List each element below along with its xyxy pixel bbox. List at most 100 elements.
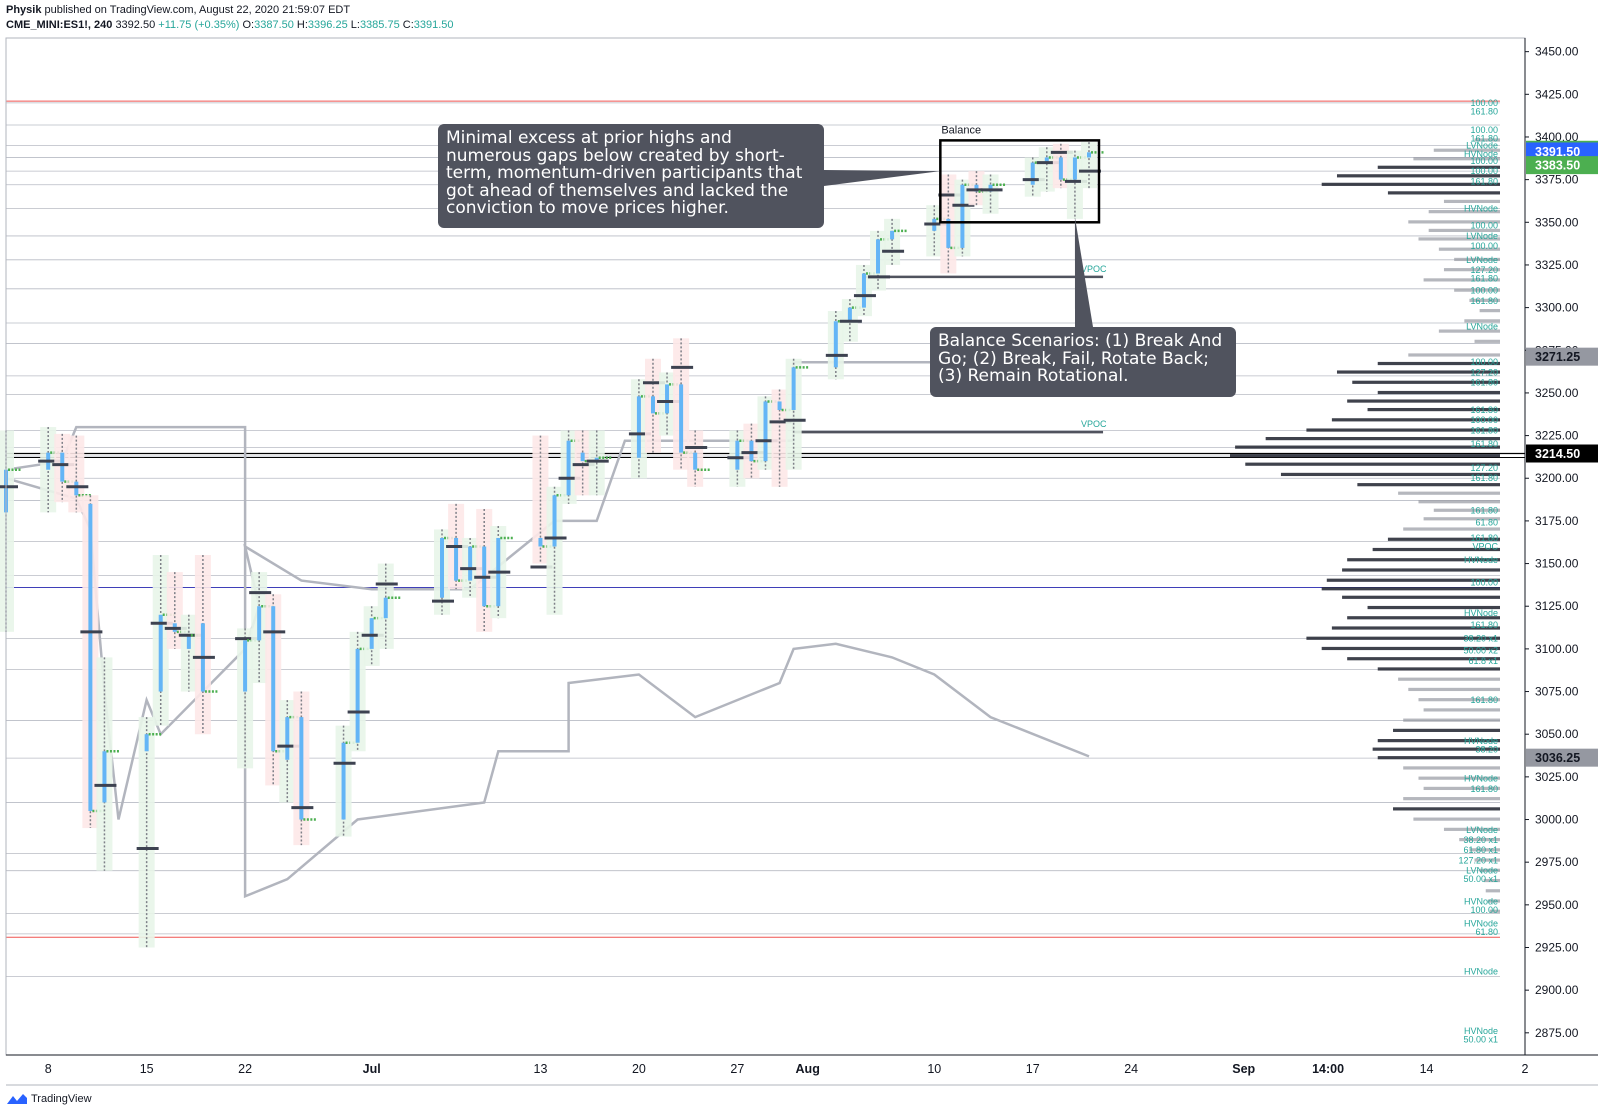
volume-profile-row — [1326, 578, 1500, 582]
session-value-area — [861, 273, 866, 308]
session-bar — [685, 430, 712, 487]
callout-gaps[interactable]: Minimal excess at prior highs and numero… — [438, 124, 824, 228]
session-bar — [1078, 142, 1105, 189]
session-value-area — [974, 184, 979, 192]
y-tick-label: 3450.00 — [1535, 45, 1579, 59]
volume-profile-row — [1413, 817, 1500, 821]
profile-label: 161.80 — [1470, 425, 1498, 435]
volume-profile-row — [1433, 148, 1500, 152]
profile-label: 61.80 — [1475, 927, 1498, 937]
x-tick-label: Aug — [796, 1062, 820, 1076]
volume-profile-row — [1479, 868, 1500, 872]
profile-label: 127.20 — [1470, 265, 1498, 275]
session-value-area — [847, 307, 852, 322]
volume-profile-row — [1393, 807, 1500, 811]
session-value-area — [791, 367, 796, 410]
volume-profile-row — [1336, 174, 1500, 178]
profile-label: 127.20 x1 — [1458, 855, 1498, 865]
volume-profile-row — [1306, 428, 1500, 432]
volume-profile-row — [1428, 228, 1500, 233]
session-bar — [347, 631, 374, 752]
profile-label: 100.00 — [1470, 166, 1498, 176]
volume-profile-row — [1423, 278, 1500, 282]
session-value-area — [355, 648, 360, 743]
session-bar — [544, 486, 571, 615]
session-bars — [0, 142, 1105, 948]
x-tick-label: 17 — [1026, 1062, 1040, 1076]
session-value-area — [833, 321, 838, 368]
session-bar — [375, 563, 402, 649]
y-tick-label: 3050.00 — [1535, 727, 1579, 741]
volume-profile-row — [1347, 657, 1500, 661]
session-bar — [868, 230, 895, 291]
session-value-area — [594, 457, 599, 462]
volume-profile-row — [1423, 708, 1500, 712]
volume-profile-row — [1377, 390, 1500, 395]
volume-profile-row — [1443, 268, 1500, 272]
y-tick-label: 3225.00 — [1535, 429, 1579, 443]
profile-label: 100.00 — [1470, 286, 1498, 296]
volume-profile-row — [1377, 739, 1500, 743]
profile-label: 161.80 — [1470, 296, 1498, 306]
profile-label: LVNode — [1466, 866, 1498, 876]
axes: 3450.00 3425.00 3400.00 3375.00 3350.00 3325.… — [5, 37, 1598, 1086]
volume-profile-row — [1403, 718, 1500, 722]
x-tick-label: 2 — [1522, 1062, 1529, 1076]
profile-label: 161.80 — [1470, 134, 1498, 144]
y-tick-label: 3125.00 — [1535, 599, 1579, 613]
volume-profile-row — [1423, 517, 1500, 521]
volume-profile-row — [1408, 687, 1500, 692]
volume-profile-row — [1418, 776, 1500, 780]
chart-annotations: Balance — [824, 124, 1101, 327]
volume-profile-row — [1331, 418, 1500, 422]
volume-profile-row — [1443, 199, 1500, 204]
y-tick-label: 2950.00 — [1535, 898, 1579, 912]
x-tick-label: 8 — [45, 1062, 52, 1076]
price-badge-label: 3383.50 — [1535, 159, 1580, 173]
profile-label: 127.20 — [1470, 463, 1498, 473]
tradingview-footer[interactable]: TradingView — [6, 1093, 92, 1105]
profile-label: HVNode — [1464, 608, 1498, 618]
session-value-area — [1030, 162, 1035, 185]
volume-profile-row — [1357, 483, 1500, 487]
volume-profile-row — [1487, 899, 1500, 903]
profile-label: 161.80 — [1470, 274, 1498, 284]
session-value-area — [876, 239, 881, 274]
profile-label: 127.20 — [1470, 367, 1498, 377]
symbol-name[interactable]: CME_MINI:ES1!, 240 — [6, 19, 113, 31]
publish-info: Physik published on TradingView.com, Aug… — [6, 4, 350, 16]
volume-profile-row — [1483, 878, 1500, 883]
low-value: 3385.75 — [359, 19, 400, 31]
volume-profile-row — [1474, 138, 1500, 142]
profile-label: LVNode — [1466, 255, 1498, 265]
profile-label: 38.20 x1 — [1463, 835, 1498, 845]
callout-balance-scenarios[interactable]: Balance Scenarios: (1) Break And Go; (2)… — [930, 327, 1236, 397]
profile-label: HVNode — [1464, 736, 1498, 746]
session-value-area — [679, 384, 684, 453]
profile-label: 161.80 — [1470, 106, 1498, 116]
session-bar — [980, 174, 1007, 214]
volume-profile-row — [1403, 797, 1500, 801]
volume-profile-row — [1342, 568, 1500, 572]
volume-profile-row — [1485, 889, 1500, 893]
volume-profile-row — [1464, 319, 1500, 323]
session-value-area — [988, 184, 993, 192]
volume-profile-row — [1479, 309, 1500, 313]
volume-profile-row — [1474, 858, 1500, 862]
profile-label: 100.00 — [1470, 357, 1498, 367]
author-name[interactable]: Physik — [6, 4, 42, 16]
volume-profile-row — [1418, 237, 1500, 241]
volume-profile-row — [1403, 766, 1500, 770]
price-badge-label: 3214.50 — [1535, 447, 1580, 461]
profile-label: 161.80 — [1470, 378, 1498, 388]
session-value-area — [369, 618, 374, 649]
session-value-area — [665, 384, 670, 414]
session-value-area — [650, 396, 655, 414]
y-tick-label: 3300.00 — [1535, 301, 1579, 315]
profile-label: HVNode — [1464, 555, 1498, 565]
session-bar — [192, 555, 219, 735]
profile-label: 38.20 x1 — [1463, 634, 1498, 644]
session-bar — [530, 435, 557, 569]
session-bar — [628, 379, 655, 479]
profile-label: LVNode — [1466, 825, 1498, 835]
